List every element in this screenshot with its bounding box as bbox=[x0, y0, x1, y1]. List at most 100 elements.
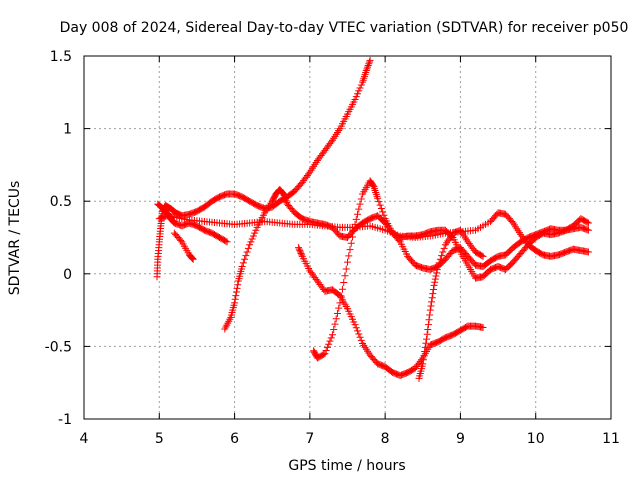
data-point bbox=[189, 255, 197, 263]
data-point bbox=[430, 281, 438, 289]
data-point bbox=[352, 324, 360, 332]
data-point bbox=[249, 232, 257, 240]
data-point bbox=[340, 279, 348, 287]
data-point bbox=[356, 200, 364, 208]
data-point bbox=[323, 343, 331, 351]
data-point bbox=[328, 331, 336, 339]
x-tick-label: 10 bbox=[527, 431, 545, 447]
data-point bbox=[282, 197, 290, 205]
x-tick-label: 6 bbox=[230, 431, 239, 447]
x-axis-label: GPS time / hours bbox=[288, 458, 405, 474]
data-point bbox=[238, 263, 246, 271]
y-tick-label: 0.5 bbox=[50, 194, 72, 210]
data-point bbox=[380, 211, 388, 219]
data-point bbox=[439, 248, 447, 256]
data-point bbox=[479, 324, 487, 332]
x-tick-label: 5 bbox=[155, 431, 164, 447]
data-point bbox=[242, 252, 250, 260]
data-point bbox=[364, 61, 372, 69]
data-point bbox=[244, 244, 252, 252]
data-point bbox=[295, 245, 303, 253]
data-point bbox=[422, 339, 430, 347]
data-point bbox=[234, 281, 242, 289]
data-point bbox=[335, 304, 343, 312]
data-point bbox=[297, 249, 305, 257]
data-point bbox=[355, 330, 363, 338]
series-track-g bbox=[310, 177, 592, 362]
y-tick-label: 1.5 bbox=[50, 49, 72, 65]
data-point bbox=[354, 90, 362, 98]
series-track-f bbox=[295, 244, 487, 379]
data-point bbox=[365, 58, 373, 66]
data-point bbox=[420, 352, 428, 360]
data-point bbox=[346, 246, 354, 254]
data-point bbox=[357, 195, 365, 203]
y-axis: -1 -0.5 0 0.5 1 1.5 bbox=[45, 49, 611, 428]
data-point bbox=[354, 210, 362, 218]
data-point bbox=[280, 190, 288, 198]
data-point bbox=[429, 286, 437, 294]
data-point bbox=[326, 337, 334, 345]
x-tick-label: 7 bbox=[305, 431, 314, 447]
data-point bbox=[431, 278, 439, 286]
data-point bbox=[281, 193, 289, 201]
data-point bbox=[377, 204, 385, 212]
data-point bbox=[351, 220, 359, 228]
data-point bbox=[332, 315, 340, 323]
data-point bbox=[351, 96, 359, 104]
data-point bbox=[433, 266, 441, 274]
data-point bbox=[189, 255, 197, 263]
data-point bbox=[345, 252, 353, 260]
x-tick-label: 8 bbox=[381, 431, 390, 447]
data-point bbox=[357, 336, 365, 344]
data-point bbox=[280, 192, 288, 200]
data-point bbox=[233, 284, 241, 292]
data-point bbox=[428, 298, 436, 306]
data-point bbox=[327, 138, 335, 146]
data-point bbox=[428, 294, 436, 302]
data-point bbox=[321, 350, 329, 358]
data-point bbox=[379, 208, 387, 216]
data-point bbox=[222, 237, 230, 245]
data-point bbox=[584, 226, 592, 234]
data-point bbox=[419, 356, 427, 364]
data-point bbox=[364, 63, 372, 71]
x-tick-label: 4 bbox=[80, 431, 89, 447]
data-point bbox=[247, 238, 255, 246]
data-point bbox=[432, 272, 440, 280]
y-tick-label: -0.5 bbox=[45, 339, 72, 355]
data-point bbox=[223, 238, 231, 246]
data-point bbox=[440, 244, 448, 252]
data-point bbox=[376, 201, 384, 209]
series-track-h bbox=[415, 226, 487, 382]
y-tick-label: 1 bbox=[63, 122, 72, 138]
data-point bbox=[296, 247, 304, 255]
data-point bbox=[350, 227, 358, 235]
data-point bbox=[356, 333, 364, 341]
data-point bbox=[251, 229, 259, 237]
data-point bbox=[352, 215, 360, 223]
data-point bbox=[356, 84, 364, 92]
data-point bbox=[584, 248, 592, 256]
data-point bbox=[188, 254, 196, 262]
data-point bbox=[344, 258, 351, 266]
data-point bbox=[341, 272, 349, 280]
data-point bbox=[246, 241, 254, 249]
data-point bbox=[330, 325, 338, 333]
data-point bbox=[478, 252, 486, 260]
data-point bbox=[421, 343, 429, 351]
data-point bbox=[296, 248, 304, 256]
data-point bbox=[427, 302, 435, 310]
data-point bbox=[333, 309, 341, 317]
data-point bbox=[425, 316, 433, 324]
data-point bbox=[177, 236, 185, 244]
x-tick-label: 9 bbox=[456, 431, 465, 447]
data-point bbox=[423, 335, 431, 343]
data-point bbox=[281, 195, 289, 203]
data-point bbox=[429, 290, 437, 298]
data-point bbox=[351, 321, 359, 329]
data-point bbox=[349, 233, 357, 241]
data-point bbox=[438, 252, 446, 260]
data-point bbox=[419, 360, 427, 368]
